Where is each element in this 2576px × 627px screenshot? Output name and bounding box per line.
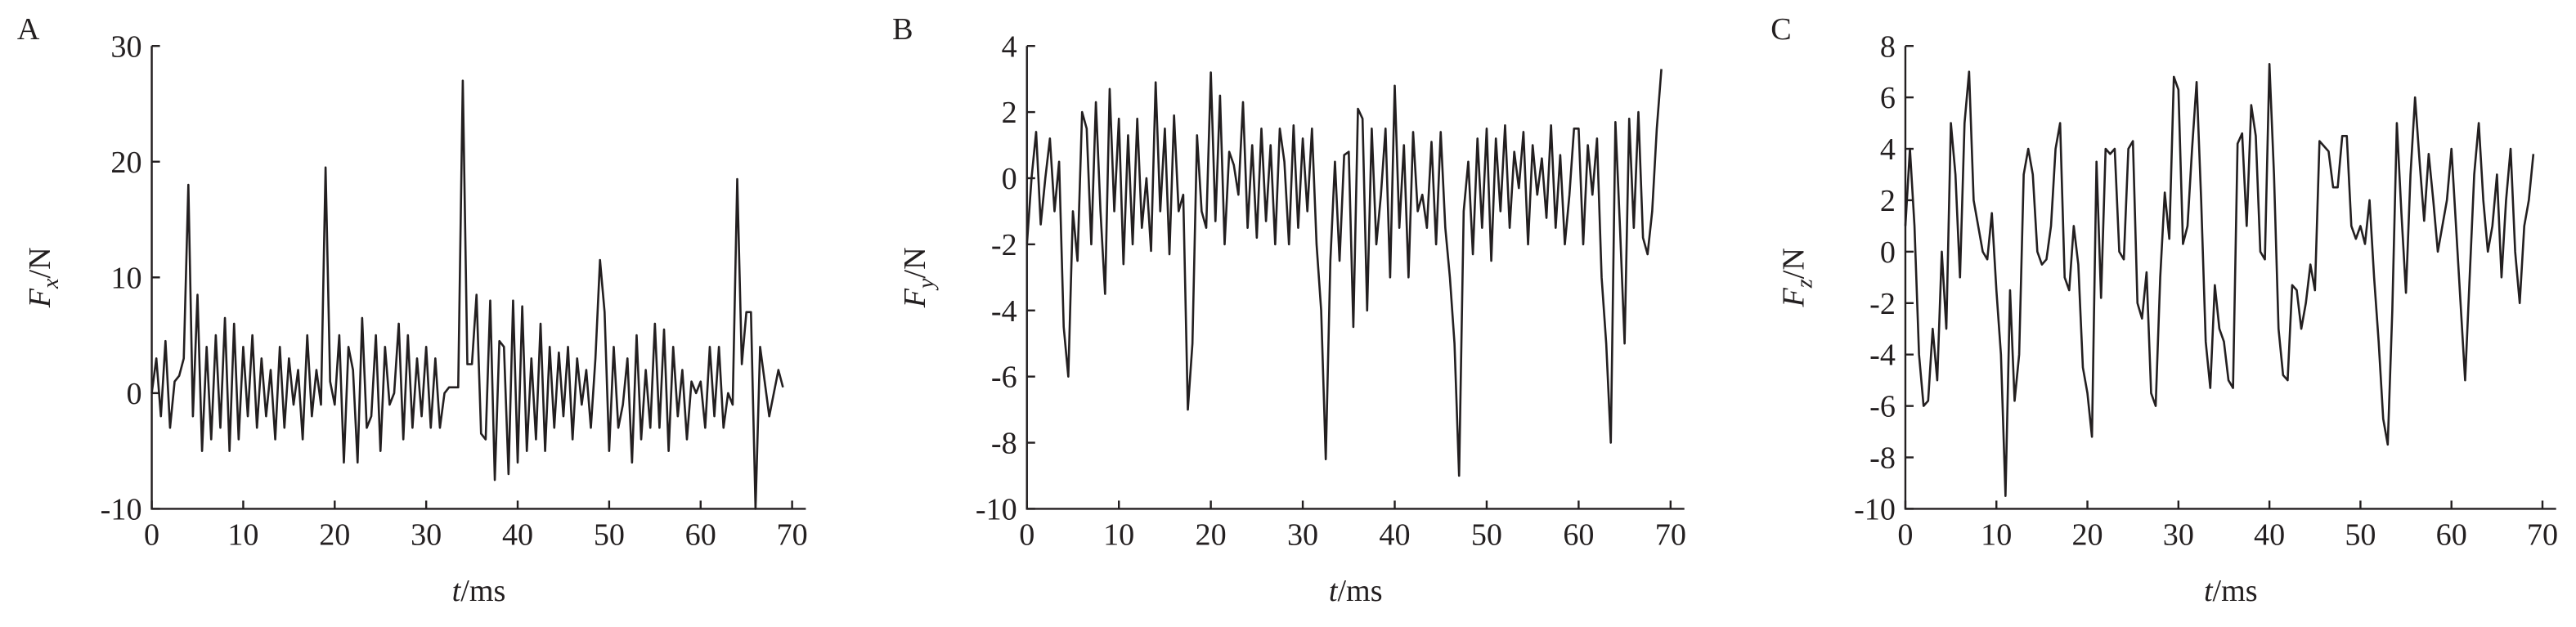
- y-tick-label: -4: [991, 294, 1017, 329]
- y-label-symbol: F: [23, 288, 57, 308]
- x-tick-label: 10: [1103, 518, 1134, 553]
- y-label-subscript: y: [913, 278, 939, 291]
- x-label-unit: /ms: [2213, 574, 2258, 608]
- x-label-unit: /ms: [460, 574, 505, 608]
- x-label-symbol: t: [1329, 574, 1339, 608]
- x-tick-label: 60: [685, 518, 716, 553]
- y-tick-label: 4: [1002, 29, 1017, 64]
- y-tick-label: 8: [1880, 29, 1896, 64]
- y-tick-label: 30: [110, 29, 141, 64]
- x-label-symbol: t: [2204, 574, 2214, 608]
- x-tick-label: 10: [227, 518, 258, 553]
- x-tick-label: 10: [1981, 518, 2012, 553]
- y-tick-label: 0: [1880, 235, 1896, 270]
- y-label-unit: /N: [1776, 248, 1811, 279]
- y-label-symbol: F: [898, 288, 932, 308]
- x-tick-label: 40: [2254, 518, 2285, 553]
- x-tick-label: 50: [594, 518, 625, 553]
- y-tick-label: 20: [110, 146, 141, 180]
- y-label-unit: /N: [898, 247, 932, 278]
- x-axis-label: t/ms: [452, 574, 506, 608]
- y-tick-label: -10: [976, 492, 1017, 526]
- x-tick-label: 0: [1019, 518, 1034, 553]
- y-tick-label: 6: [1880, 81, 1896, 115]
- y-label-unit: /N: [23, 247, 57, 278]
- y-tick-label: -8: [1869, 441, 1896, 476]
- panel-label: B: [892, 12, 913, 47]
- y-tick-label: 0: [126, 377, 141, 411]
- x-tick-label: 30: [2163, 518, 2194, 553]
- y-axis-label: Fy/N: [898, 247, 939, 308]
- y-tick-label: -6: [991, 361, 1017, 395]
- y-tick-label: 0: [1002, 162, 1017, 196]
- x-tick-label: 30: [1287, 518, 1318, 553]
- panel-label: C: [1770, 12, 1791, 47]
- y-tick-label: -4: [1869, 338, 1896, 373]
- y-tick-label: -6: [1869, 390, 1896, 424]
- x-label-symbol: t: [452, 574, 462, 608]
- x-label-unit: /ms: [1337, 574, 1382, 608]
- y-tick-label: -8: [991, 427, 1017, 461]
- y-tick-label: -2: [1869, 287, 1896, 321]
- axis-frame: [150, 46, 806, 510]
- x-tick-label: 0: [144, 518, 159, 553]
- y-tick-label: -10: [1854, 492, 1896, 526]
- axis-frame: [1025, 46, 1685, 510]
- data-line: [1904, 62, 2535, 498]
- y-tick-label: 10: [110, 261, 141, 295]
- x-tick-label: 30: [411, 518, 442, 553]
- y-tick-label: 2: [1002, 96, 1017, 130]
- x-axis-label: t/ms: [2204, 574, 2258, 608]
- data-line: [150, 79, 784, 510]
- x-tick-label: 20: [2071, 518, 2103, 553]
- y-tick-label: -2: [991, 228, 1017, 262]
- y-tick-label: -10: [101, 492, 142, 526]
- y-label-subscript: z: [1793, 279, 1818, 289]
- panel: C -10 -8 -6 -4 -2 0 2 4 6 8 0 10 20 30 40 50 60 70 t/ms Fz/N: [1770, 12, 2558, 608]
- y-axis-label: Fz/N: [1776, 248, 1817, 307]
- x-tick-label: 60: [2436, 518, 2467, 553]
- x-tick-label: 50: [2345, 518, 2376, 553]
- x-tick-label: 40: [1379, 518, 1410, 553]
- x-tick-label: 20: [319, 518, 350, 553]
- x-axis-label: t/ms: [1329, 574, 1383, 608]
- data-line: [1025, 69, 1663, 477]
- x-tick-label: 70: [2527, 518, 2558, 553]
- y-axis-label: Fx/N: [23, 247, 64, 308]
- y-tick-label: 4: [1880, 132, 1896, 167]
- x-tick-label: 0: [1897, 518, 1913, 553]
- panel-label: A: [17, 12, 40, 47]
- y-label-symbol: F: [1776, 288, 1811, 308]
- x-tick-label: 70: [1655, 518, 1686, 553]
- x-tick-label: 60: [1563, 518, 1594, 553]
- x-tick-label: 50: [1471, 518, 1502, 553]
- x-tick-label: 40: [502, 518, 533, 553]
- y-label-subscript: x: [38, 278, 64, 289]
- x-tick-label: 70: [777, 518, 808, 553]
- y-tick-label: 2: [1880, 184, 1896, 218]
- x-tick-label: 20: [1196, 518, 1227, 553]
